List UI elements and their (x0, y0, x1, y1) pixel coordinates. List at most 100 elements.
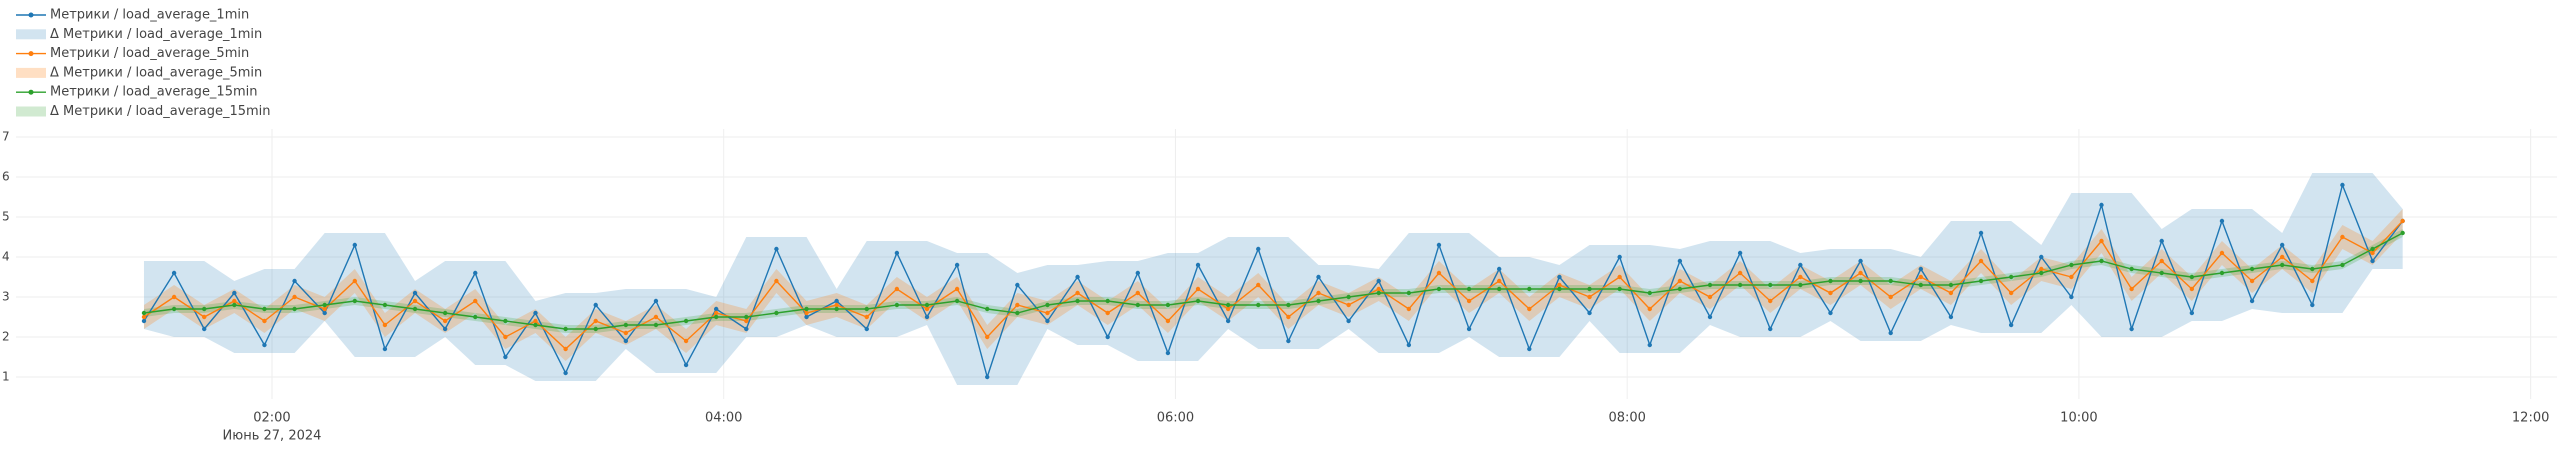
point (1436, 286, 1442, 292)
point (2159, 270, 2164, 276)
point (2310, 278, 2315, 284)
point (2189, 310, 2195, 316)
point (1346, 318, 1351, 324)
point (473, 270, 478, 276)
point (804, 306, 809, 312)
point (563, 346, 568, 352)
point (1557, 282, 1562, 288)
point (1527, 306, 1532, 312)
point (1105, 298, 1110, 304)
point (503, 334, 508, 340)
y-tick-label: 4 (2, 250, 10, 264)
legend-item: Δ Метрики / load_average_5min (16, 65, 262, 80)
point (1918, 274, 1924, 280)
point (2189, 274, 2195, 280)
point (1978, 258, 1984, 264)
legend-item: Метрики / load_average_15min (16, 85, 258, 100)
point (1075, 274, 1080, 280)
point (352, 278, 357, 284)
point (804, 314, 809, 320)
point (1045, 302, 1050, 308)
point (412, 298, 418, 304)
point (1135, 302, 1141, 308)
point (2279, 262, 2285, 268)
point (623, 338, 629, 344)
point (985, 306, 990, 312)
point (382, 302, 388, 308)
point (533, 318, 538, 324)
point (1707, 314, 1713, 320)
point (442, 310, 448, 316)
point (1828, 290, 1833, 296)
point (1225, 318, 1231, 324)
point (1828, 310, 1833, 316)
point (1256, 246, 1261, 252)
point (1286, 338, 1291, 344)
point (292, 278, 297, 284)
point (2400, 230, 2405, 236)
point (2279, 254, 2285, 260)
point (382, 322, 388, 328)
point (1316, 274, 1321, 280)
point (954, 286, 960, 292)
point (1165, 302, 1171, 308)
x-tick-label: 06:00 (1157, 411, 1194, 426)
point (352, 298, 357, 304)
point (1617, 274, 1622, 280)
point (2159, 258, 2164, 264)
point (171, 306, 177, 312)
point (503, 354, 508, 360)
point (924, 314, 930, 320)
point (1737, 270, 1743, 276)
legend-label: Δ Метрики / load_average_15min (50, 104, 271, 119)
point (1617, 254, 1622, 260)
point (1858, 270, 1863, 276)
point (623, 322, 629, 328)
point (2129, 266, 2134, 272)
point (442, 326, 448, 332)
point (2310, 302, 2315, 308)
point (1527, 346, 1532, 352)
point (2039, 254, 2044, 260)
point (2099, 258, 2104, 264)
point (1075, 298, 1080, 304)
point (1647, 342, 1652, 348)
point (1677, 278, 1683, 284)
point (442, 318, 448, 324)
point (924, 306, 930, 312)
point (2129, 326, 2134, 332)
point (1466, 326, 1472, 332)
point (774, 246, 779, 252)
point (1466, 298, 1472, 304)
point (1496, 278, 1502, 284)
point (2340, 262, 2345, 268)
series-line (143, 182, 2404, 380)
point (2008, 290, 2014, 296)
point (2249, 298, 2255, 304)
point (322, 310, 327, 316)
point (1888, 330, 1893, 336)
point (744, 326, 749, 332)
x-tick-label: 08:00 (1608, 411, 1645, 426)
point (2370, 250, 2375, 256)
y-tick-label: 2 (2, 330, 10, 344)
point (1737, 282, 1743, 288)
point (2099, 238, 2104, 244)
point (1617, 286, 1622, 292)
point (171, 270, 177, 276)
point (1768, 298, 1773, 304)
point (1587, 286, 1592, 292)
point (2129, 286, 2134, 292)
point (262, 342, 267, 348)
point (141, 310, 147, 316)
y-tick-label: 3 (2, 290, 10, 304)
point (2069, 274, 2074, 280)
point (1376, 278, 1381, 284)
point (1948, 282, 1954, 288)
point (1768, 326, 1773, 332)
point (653, 298, 659, 304)
point (292, 306, 297, 312)
legend-marker (28, 12, 34, 18)
point (1045, 318, 1050, 324)
point (2370, 246, 2375, 252)
